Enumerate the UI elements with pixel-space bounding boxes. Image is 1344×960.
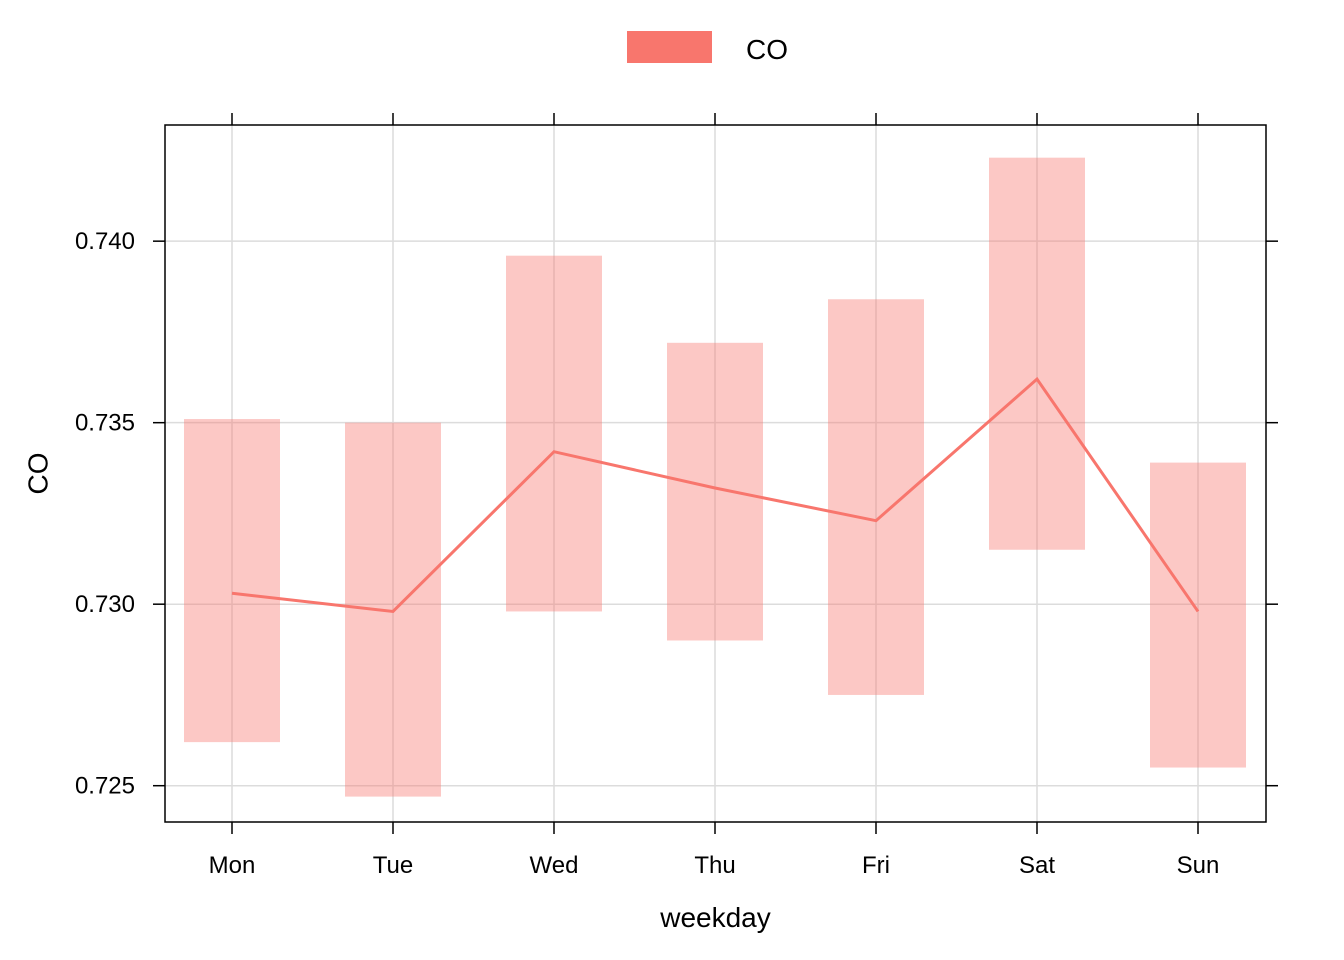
x-tick-label-fri: Fri <box>862 852 890 879</box>
axis-ticks <box>153 113 1278 834</box>
series-line-co <box>231 376 1200 614</box>
x-tick-label-tue: Tue <box>373 852 413 879</box>
legend-label-co: CO <box>746 34 788 65</box>
error-band-wed <box>506 255 602 612</box>
y-tick-label-3: 0.740 <box>75 228 135 255</box>
x-tick-label-wed: Wed <box>530 852 579 879</box>
x-axis-title: weekday <box>659 902 771 933</box>
x-tick-label-thu: Thu <box>694 852 735 879</box>
error-band-thu <box>667 342 763 641</box>
error-band-fri <box>828 299 924 695</box>
error-band-sun <box>1150 462 1246 768</box>
error-band-sat <box>989 157 1085 550</box>
legend: CO <box>627 31 788 65</box>
y-axis-title: CO <box>22 453 53 495</box>
y-tick-label-2: 0.735 <box>75 410 135 437</box>
x-tick-label-sat: Sat <box>1019 852 1055 879</box>
y-tick-label-0: 0.725 <box>75 773 135 800</box>
x-tick-label-mon: Mon <box>209 852 256 879</box>
tick-labels: Mon Tue Wed Thu Fri Sat Sun 0.725 0.730 0.735 0.74… <box>75 228 1219 879</box>
error-bands <box>184 157 1246 797</box>
x-tick-label-sun: Sun <box>1177 852 1220 879</box>
grid <box>165 125 1266 822</box>
legend-swatch-co <box>627 31 712 63</box>
series-line-group <box>231 376 1200 614</box>
y-tick-label-1: 0.730 <box>75 591 135 618</box>
error-band-mon <box>184 419 280 743</box>
